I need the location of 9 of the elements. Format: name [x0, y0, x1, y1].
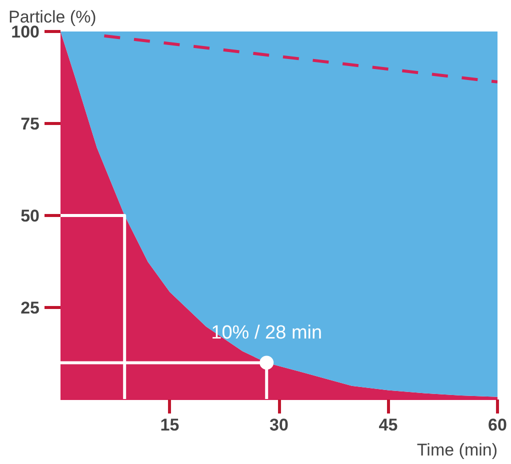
y-tick-label: 25: [20, 298, 40, 318]
y-tick-label: 50: [20, 206, 40, 226]
x-tick-label: 30: [270, 416, 288, 434]
annotation: 10% / 28 min: [211, 322, 322, 344]
x-tick-label: 60: [488, 416, 507, 434]
x-tick-label: 15: [160, 416, 180, 434]
y-tick-label: 75: [20, 114, 40, 134]
x-tick-label: 45: [378, 416, 398, 434]
x-axis-title: Time (min): [416, 440, 498, 460]
